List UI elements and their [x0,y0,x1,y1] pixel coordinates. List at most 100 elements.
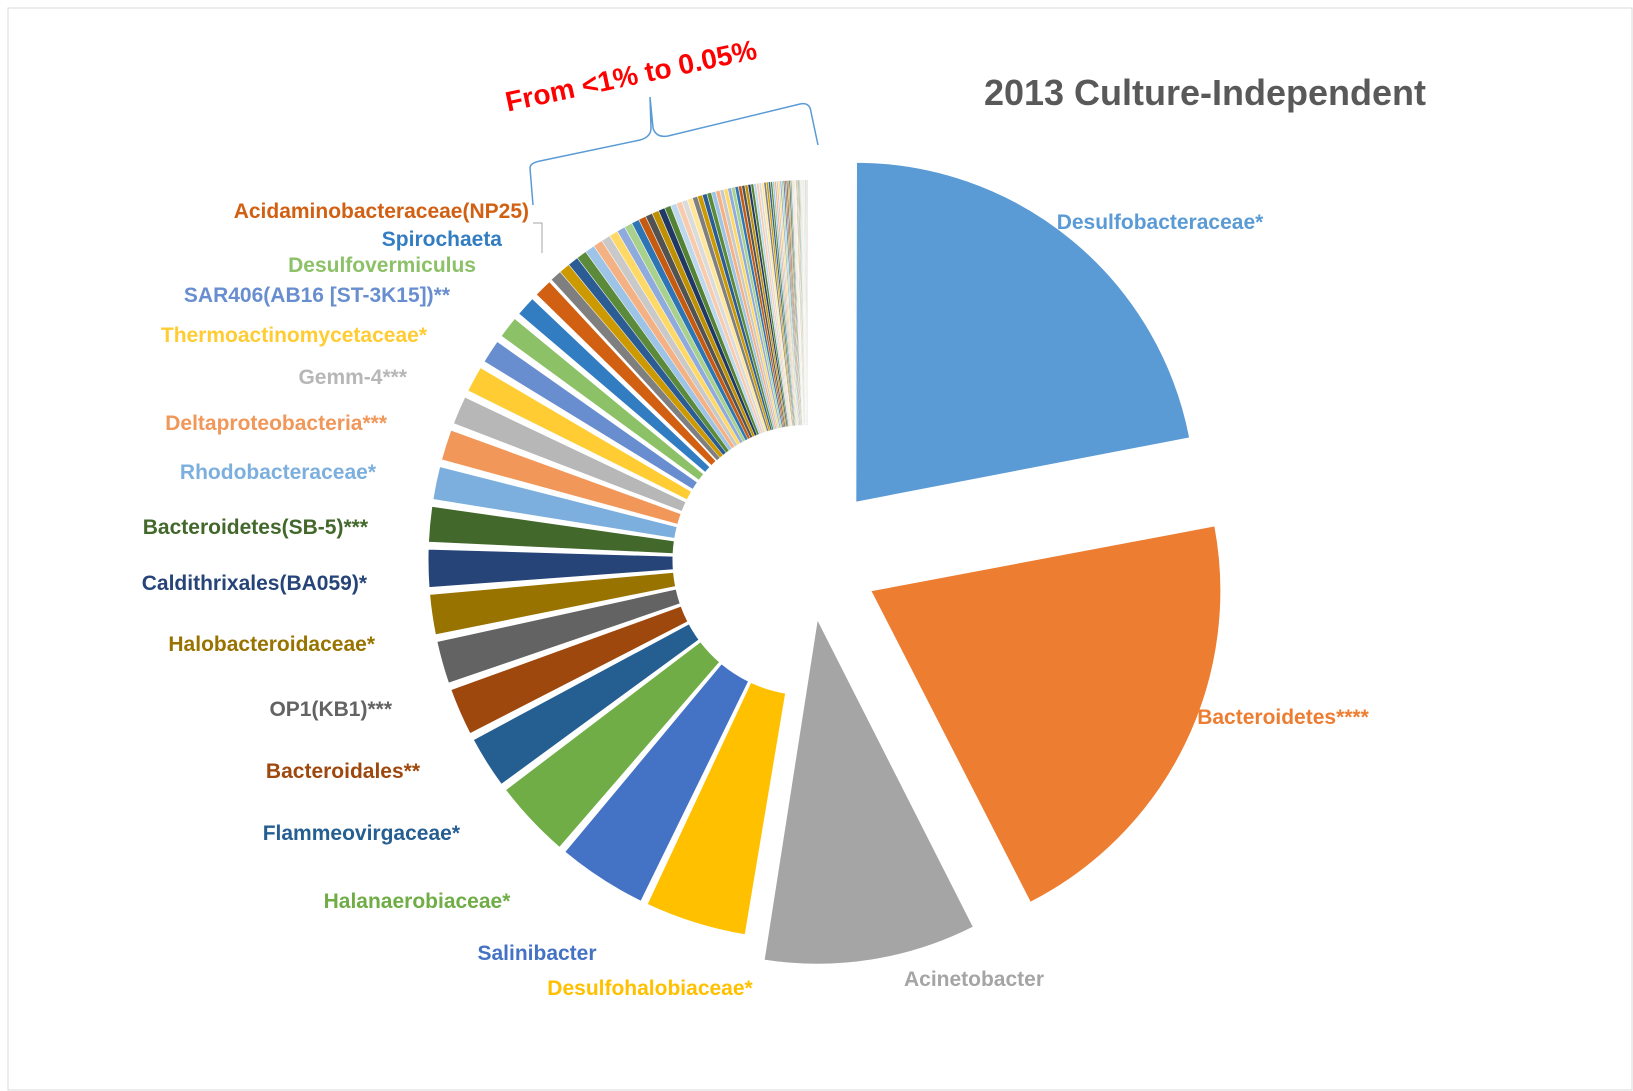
pie-slice-minor [805,179,808,426]
pie-slice-minor [786,180,801,426]
pie-slice-minor [652,210,756,438]
slice-label-halobacteroidaceae: Halobacteroidaceae* [168,633,375,656]
pie-slice-minor [638,216,751,440]
pie-slice-bacteroidales [450,605,689,735]
slice-label-caldithrixales-ba059: Caldithrixales(BA059)* [142,572,368,595]
pie-slice-minor [715,190,777,430]
pie-slice-acinetobacter [763,617,975,965]
slice-label-thermoactinomycetaceae: Thermoactinomycetaceae* [161,324,428,347]
slice-label-flammeovirgaceae: Flammeovirgaceae* [263,822,461,845]
pie-slice-rhodobacteraceae [432,465,678,540]
pie-slice-minor [776,181,798,426]
pie-slice-minor [585,245,733,451]
pie-slice-minor [601,235,738,447]
pie-slice-bacteroidetes [870,525,1222,904]
pie-slice-minor [747,184,788,427]
pie-slice-minor [795,180,804,426]
pie-slice-bacteroidetes-sb-5 [427,505,675,555]
pie-slice-minor [702,193,773,431]
slice-label-desulfovermiculus: Desulfovermiculus [288,254,476,277]
pie-slice-gemm-4 [452,396,687,513]
pie-slice-minor [779,180,799,426]
pie-slice-minor [801,179,807,426]
pie-slice-minor [664,205,760,436]
pie-slice-caldithrixales-ba059 [427,548,674,589]
pie-slice-minor [593,240,735,449]
pie-slice-minor [793,180,804,426]
pie-slice-minor [791,180,803,426]
pie-slice-minor [731,186,783,428]
pie-slice-minor [568,257,727,456]
slice-label-desulfohalobiaceae: Desulfohalobiaceae* [547,977,753,1000]
pie-slice-minor [670,203,762,435]
leader-layer [533,222,543,253]
slice-label-acinetobacter: Acinetobacter [904,968,1044,991]
pie-slice-minor [770,181,796,426]
slices-layer [427,161,1222,965]
pie-slice-minor [774,181,797,426]
pie-slice-minor [711,191,776,430]
pie-slice-spirochaeta [517,297,711,474]
pie-slice-minor [551,271,721,461]
pie-slice-minor [560,264,724,458]
slice-label-deltaproteobacteria: Deltaproteobacteria*** [165,412,388,435]
pie-slice-minor [806,179,808,426]
pie-slice-sar406-ab16-st-3k15 [483,340,699,491]
slice-label-rhodobacteraceae: Rhodobacteraceae* [180,461,377,484]
pie-slice-minor [738,185,785,428]
leader-line [533,222,543,253]
pie-slice-minor [609,231,741,446]
pie-slice-minor [741,185,786,428]
pie-slice-minor [727,187,781,429]
pie-slice-minor [645,213,753,439]
pie-slice-acidaminobacteraceae-np25 [535,280,717,467]
pie-slice-minor [617,227,744,444]
pie-slice-minor [577,251,730,453]
pie-slice-minor [766,181,794,426]
pie-slice-minor [723,188,780,429]
pie-slice-minor [658,207,758,437]
pie-slice-minor [800,179,806,426]
pie-slice-minor [734,186,784,428]
pie-slice-minor [676,201,764,434]
pie-slice-minor [806,179,808,426]
pie-slice-salinibacter [564,663,750,902]
pie-slice-minor [750,183,789,427]
slice-label-spirochaeta: Spirochaeta [382,228,503,251]
pie-slice-minor [763,182,794,427]
pie-slice-minor [790,180,803,426]
pie-slice-minor [783,180,800,426]
pie-slice-minor [802,179,807,426]
pie-slice-halanaerobiaceae [504,640,721,849]
pie-slice-desulfovermiculus [500,317,705,482]
pie-slice-minor [796,180,805,426]
slice-label-bacteroidetes: Bacteroidetes**** [1197,706,1369,729]
pie-slice-minor [803,179,807,426]
pie-slice-minor [631,219,749,441]
pie-slice-minor [800,179,806,426]
pie-slice-minor [792,180,804,426]
slice-label-halanaerobiaceae: Halanaerobiaceae* [324,890,512,913]
slice-label-desulfobacteraceae: Desulfobacteraceae* [1057,211,1264,234]
pie-slice-desulfohalobiaceae [646,681,787,936]
pie-slice-minor [758,182,792,427]
pie-slice-op1-kb1 [436,588,681,684]
pie-slice-minor [697,194,771,432]
slice-label-bacteroidetes-sb-5: Bacteroidetes(SB-5)*** [143,516,369,539]
pie-slice-flammeovirgaceae [472,623,700,786]
labels-layer: Desulfobacteraceae* Bacteroidetes**** Acin… [142,200,1370,1000]
pie-slice-minor [624,223,746,442]
pie-slice-minor [681,199,766,433]
pie-slice-minor [778,180,799,426]
slice-label-sar406-ab16-st-3k15: SAR406(AB16 [ST-3K15])** [184,284,451,307]
pie-slice-minor [784,180,801,426]
slice-label-salinibacter: Salinibacter [477,942,596,965]
slice-label-gemm-4: Gemm-4*** [298,366,407,389]
pie-slice-minor [753,183,790,427]
range-brace [529,96,819,206]
pie-slice-deltaproteobacteria [440,429,682,526]
pie-slice-minor [706,192,774,431]
pie-slice-desulfobacteraceae [855,161,1191,503]
